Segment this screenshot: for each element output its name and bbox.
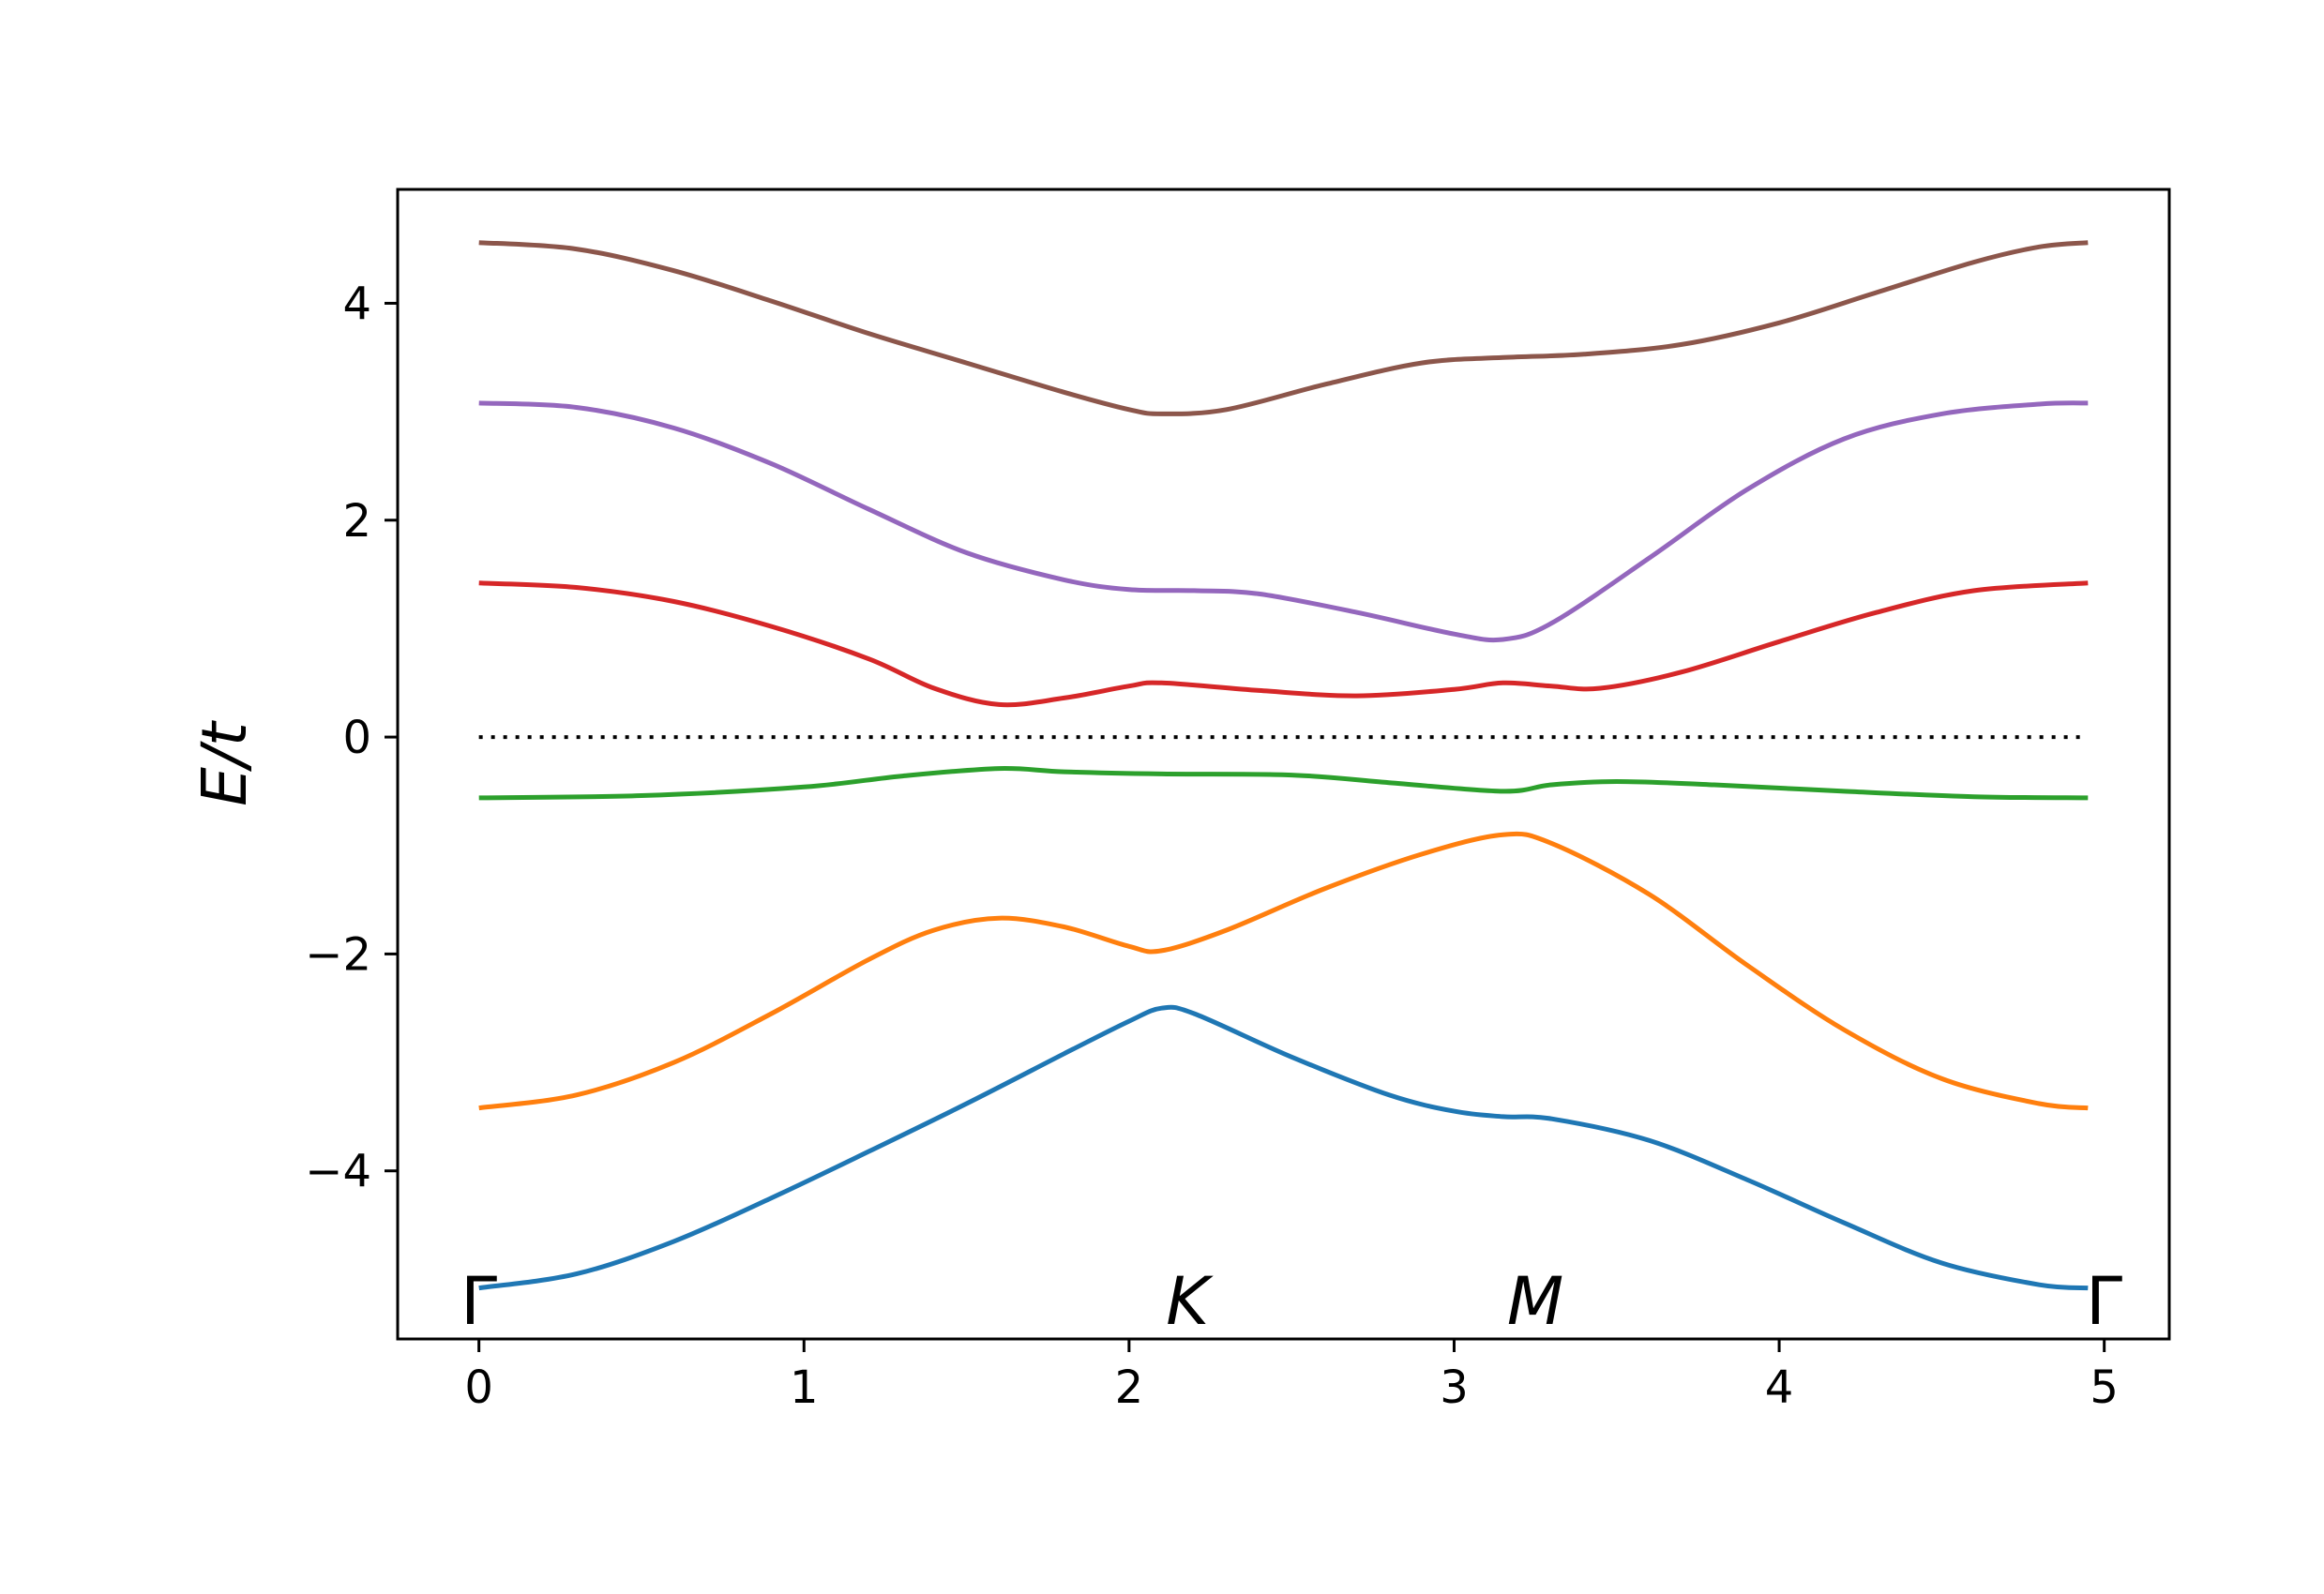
y-axis-ticks: −4 −2 0 2 4 <box>305 278 398 1198</box>
kpoint-label: Γ <box>460 1263 497 1340</box>
band-line-3 <box>478 766 2089 801</box>
x-tick-label: 4 <box>1765 1361 1794 1414</box>
kpoint-label: K <box>1166 1263 1214 1340</box>
x-tick-label: 5 <box>2090 1361 2119 1414</box>
kpoint-label: Γ <box>2086 1263 2122 1340</box>
band-line-5 <box>478 400 2089 643</box>
y-tick-label: −4 <box>305 1146 371 1198</box>
y-tick-label: 2 <box>342 495 371 548</box>
y-axis-label: E/t <box>189 720 261 806</box>
y-tick-label: −2 <box>305 928 371 981</box>
band-line-4 <box>478 580 2089 708</box>
x-tick-label: 0 <box>464 1361 493 1414</box>
y-tick-label: 0 <box>342 712 371 764</box>
band-line-2 <box>478 831 2089 1111</box>
plot-frame <box>396 188 2171 1341</box>
x-tick-label: 2 <box>1115 1361 1144 1414</box>
x-tick-label: 1 <box>790 1361 819 1414</box>
band-line-6 <box>478 240 2089 416</box>
x-axis-ticks: 0 1 2 3 4 5 <box>464 1339 2119 1414</box>
band-line-1 <box>478 1004 2089 1291</box>
y-tick-label: 4 <box>342 278 371 330</box>
series-layer <box>478 240 2089 1291</box>
kpoint-label: M <box>1507 1263 1563 1340</box>
x-tick-label: 3 <box>1440 1361 1469 1414</box>
